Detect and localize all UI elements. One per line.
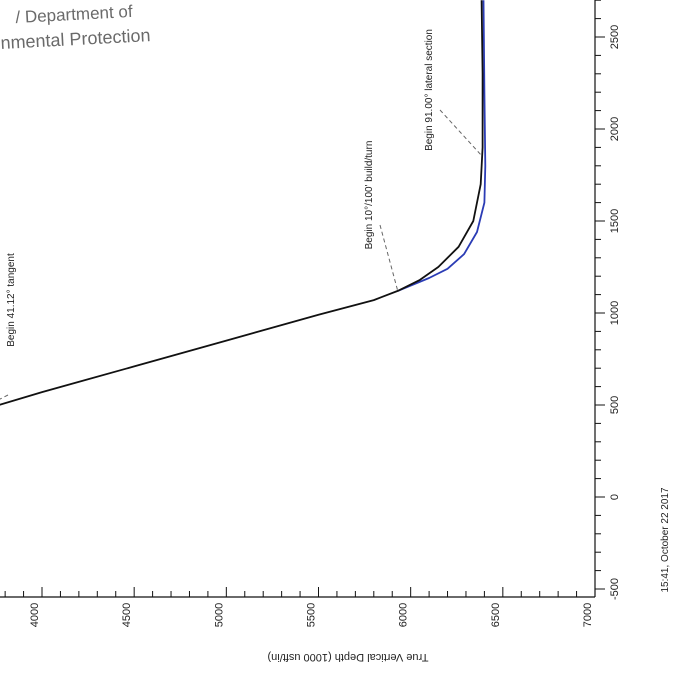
series-line-plan [0,0,484,406]
y-tick-label: 1000 [609,301,621,325]
series [0,0,487,406]
labels: True Vertical Depth (1000 usft/in) 15:41… [267,487,671,663]
annotation-leader [379,224,399,292]
x-tick-label: 4500 [121,603,133,627]
x-tick-label: 5500 [306,603,318,627]
x-tick-label: 4000 [29,603,41,627]
x-axis-label: True Vertical Depth (1000 usft/in) [267,651,428,663]
y-tick-label: -500 [609,578,621,600]
series-line-actual [397,0,487,292]
timestamp-footer: 15:41, October 22 2017 [660,487,671,593]
x-tick-label: 7000 [582,603,594,627]
annotation-leader [439,109,483,157]
x-tick-label: 6500 [490,603,502,627]
annotation-label: Begin 91.00° lateral section [424,29,435,151]
annotation-label: Begin 41.12° tangent [6,253,17,347]
y-tick-label: 1500 [609,209,621,233]
y-axis: -500 0 500 1000 1500 2000 2500 [594,0,621,600]
x-axis: 4000 4500 5000 5500 6000 6500 7000 [0,587,596,627]
y-tick-label: 2000 [609,117,621,141]
y-tick-label: 0 [609,494,621,500]
y-tick-label: 2500 [609,25,621,49]
annotation-label: Begin 10°/100' build/turn [364,141,375,250]
y-tick-label: 500 [609,396,621,414]
annotations: Begin 41.12° tangent Begin 10°/100' build… [0,29,483,400]
x-tick-label: 6000 [398,603,410,627]
annotation-leader [0,394,9,400]
x-tick-label: 5000 [213,603,225,627]
